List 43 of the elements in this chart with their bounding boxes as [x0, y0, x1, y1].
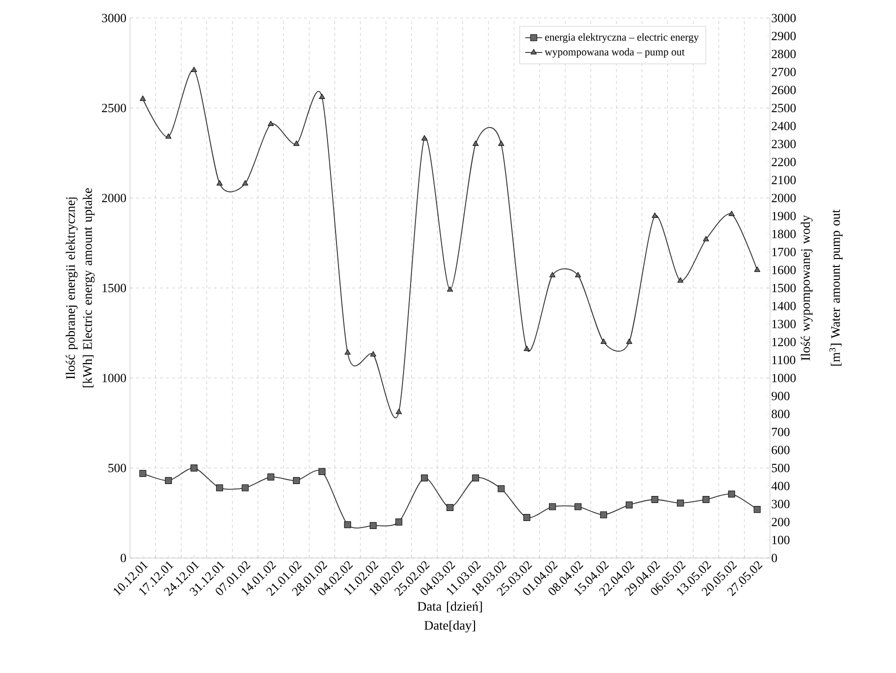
text: Ilość wypompowanej wody [m$^{3}$] Water amount pump out [800, 210, 843, 366]
y2-tick-label: 1400 [772, 302, 796, 310]
y2-tick-label: 2200 [772, 158, 796, 166]
y2-tick-label: 2300 [772, 140, 796, 148]
legend-label: wypompowana woda – pump out [544, 48, 685, 58]
y2-tick-label: 1600 [772, 266, 796, 274]
y2-tick-label: 1500 [772, 284, 796, 292]
x-axis-title: Data [dzień] Date[day] [418, 602, 482, 632]
y-tick-label: 3000 [102, 14, 126, 22]
y2-tick-label: 2600 [772, 86, 796, 94]
y2-tick-label: 2900 [772, 32, 796, 40]
y2-tick-label: 1900 [772, 212, 796, 220]
y-tick-label: 500 [108, 464, 126, 472]
y2-tick-label: 2400 [772, 122, 796, 130]
y2-tick-label: 1800 [772, 230, 796, 238]
y2-tick-label: 2100 [772, 176, 796, 184]
y-axis-title: Ilość pobranej energii elektrycznej [kWh] Electric energy amount uptake [66, 188, 95, 388]
y2-tick-label: 1000 [772, 374, 796, 382]
y2-tick-label: 1100 [772, 356, 796, 364]
y2-tick-label: 1300 [772, 320, 796, 328]
y2-tick-label: 900 [772, 392, 790, 400]
y2-tick-label: 1200 [772, 338, 796, 346]
y2-tick-label: 800 [772, 410, 790, 418]
y2-tick-label: 700 [772, 428, 790, 436]
y-tick-label: 1000 [102, 374, 126, 382]
y2-tick-label: 0 [772, 554, 777, 562]
y2-tick-label: 2500 [772, 104, 796, 112]
y2-tick-label: 100 [772, 536, 790, 544]
y2-tick-label: 2800 [772, 50, 796, 58]
y-tick-label: 2000 [102, 194, 126, 202]
y2-tick-label: 2700 [772, 68, 796, 76]
y2-tick-label: 600 [772, 446, 790, 454]
y2-tick-label: 3000 [772, 14, 796, 22]
y-tick-label: 2500 [102, 104, 126, 112]
y2-tick-label: 2000 [772, 194, 796, 202]
y2-tick-label: 200 [772, 518, 790, 526]
legend-label: energia elektryczna – electric energy [545, 33, 699, 43]
y-tick-label: 0 [120, 554, 126, 562]
y-tick-label: 1500 [102, 284, 126, 292]
y2-tick-label: 400 [771, 482, 790, 490]
y2-tick-label: 1700 [772, 248, 796, 256]
y2-tick-label: 500 [772, 464, 790, 472]
y2-tick-label: 300 [772, 500, 790, 508]
